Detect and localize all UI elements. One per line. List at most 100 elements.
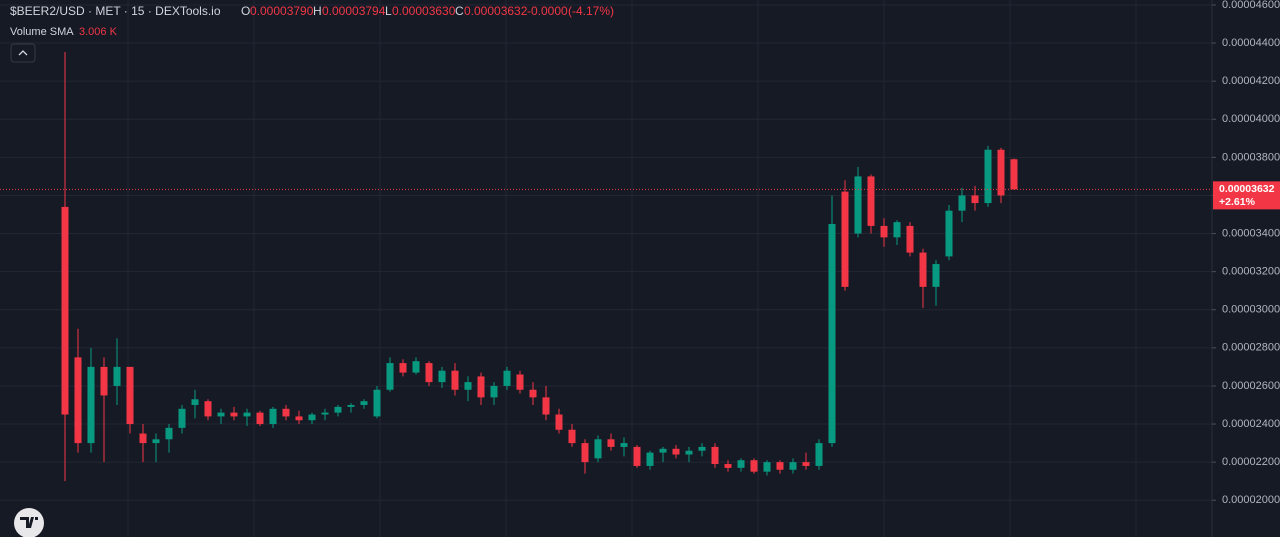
candle-body — [230, 412, 238, 417]
candle-body — [542, 397, 550, 415]
y-tick-label: 0.00003000 — [1222, 304, 1280, 316]
candle-body — [74, 357, 82, 444]
candle-body — [126, 366, 134, 425]
last-change-label: +2.61% — [1219, 196, 1256, 208]
change-percent: (-4.17%) — [568, 4, 614, 18]
candle-body — [295, 416, 303, 421]
candle-body — [464, 382, 472, 390]
candle-body — [672, 448, 680, 455]
candle-body — [87, 366, 95, 444]
candle-body — [763, 462, 771, 472]
price-axis-labels: 0.00002000 0.00002200 0.00002400 0.00002600… — [1212, 0, 1280, 506]
candle-body — [490, 385, 498, 398]
symbol: $BEER2/USD · MET · 15 · DEXTools.io — [10, 4, 221, 18]
candle-body — [711, 446, 719, 465]
close-value: 0.00003632 — [464, 4, 528, 18]
y-tick-label: 0.00004600 — [1222, 0, 1280, 11]
vertical-grid — [127, 0, 1137, 537]
candle-body — [61, 206, 69, 415]
candle-body — [373, 389, 381, 417]
y-tick-label: 0.00003200 — [1222, 266, 1280, 278]
last-price-label: 0.00003632 — [1219, 183, 1275, 195]
candle-body — [1010, 159, 1018, 190]
candle-body — [308, 414, 316, 421]
volume-value: 3.006 K — [79, 26, 118, 38]
candle-body — [477, 376, 485, 398]
candle-body — [633, 446, 641, 466]
candle-body — [607, 439, 615, 447]
candle-body — [828, 224, 836, 444]
y-tick-label: 0.00002800 — [1222, 342, 1280, 354]
candle-body — [815, 443, 823, 466]
legend: $BEER2/USD · MET · 15 · DEXTools.io O 0.… — [10, 4, 614, 38]
candle-body — [529, 389, 537, 398]
y-tick-label: 0.00002600 — [1222, 380, 1280, 392]
low-value: 0.00003630 — [392, 4, 456, 18]
candle-body — [854, 176, 862, 234]
candle-body — [594, 439, 602, 459]
candle-body — [841, 191, 849, 287]
open-label: O — [241, 4, 250, 18]
candle-body — [880, 225, 888, 238]
candle-body — [100, 366, 108, 396]
candle-body — [932, 264, 940, 287]
candle-body — [867, 176, 875, 226]
candle-body — [139, 433, 147, 444]
candle-body — [412, 361, 420, 373]
y-tick-label: 0.00002200 — [1222, 456, 1280, 468]
volume-label: Volume SMA — [10, 26, 74, 38]
candle-body — [191, 399, 199, 405]
candle-body — [724, 464, 732, 468]
candle-body — [568, 429, 576, 444]
logo-mark — [20, 517, 38, 528]
button-frame[interactable] — [10, 43, 36, 63]
change-value: -0.0000 — [527, 4, 568, 18]
candle-body — [217, 412, 225, 417]
candle-body — [165, 427, 173, 440]
candle-body — [919, 252, 927, 287]
candle-body — [425, 363, 433, 383]
candle-body — [438, 370, 446, 383]
candle-body — [984, 149, 992, 204]
candle-body — [620, 443, 628, 447]
candle-body — [893, 222, 901, 238]
candle-body — [776, 462, 784, 470]
candle-body — [386, 363, 394, 390]
candle-body — [659, 448, 667, 453]
candle-body — [360, 401, 368, 405]
candle-body — [204, 401, 212, 417]
candle-body — [256, 412, 264, 425]
horizontal-grid — [0, 4, 1212, 501]
candle-body — [347, 404, 355, 407]
close-label: C — [455, 4, 464, 18]
y-tick-label: 0.00004000 — [1222, 113, 1280, 125]
logo[interactable] — [14, 508, 44, 537]
y-tick-label: 0.00003800 — [1222, 151, 1280, 163]
candle-body — [698, 446, 706, 451]
candle-body — [152, 439, 160, 444]
candle-body — [269, 408, 277, 425]
candle-body — [503, 370, 511, 386]
candle-body — [737, 460, 745, 468]
candle-body — [685, 450, 693, 455]
candle-body — [646, 452, 654, 466]
candle-body — [958, 195, 966, 211]
candle-body — [802, 462, 810, 466]
candle-body — [451, 370, 459, 390]
candle-body — [282, 408, 290, 417]
candle-body — [113, 366, 121, 386]
candles — [0, 52, 1212, 482]
candle-body — [750, 460, 758, 472]
y-tick-label: 0.00004400 — [1222, 37, 1280, 49]
candle-body — [321, 412, 329, 415]
candle-body — [334, 406, 342, 413]
candle-body — [581, 443, 589, 463]
collapse-button[interactable] — [10, 43, 36, 63]
candle-body — [399, 363, 407, 373]
open-value: 0.00003790 — [250, 4, 314, 18]
candle-body — [243, 412, 251, 417]
low-label: L — [385, 4, 392, 18]
high-value: 0.00003794 — [322, 4, 386, 18]
